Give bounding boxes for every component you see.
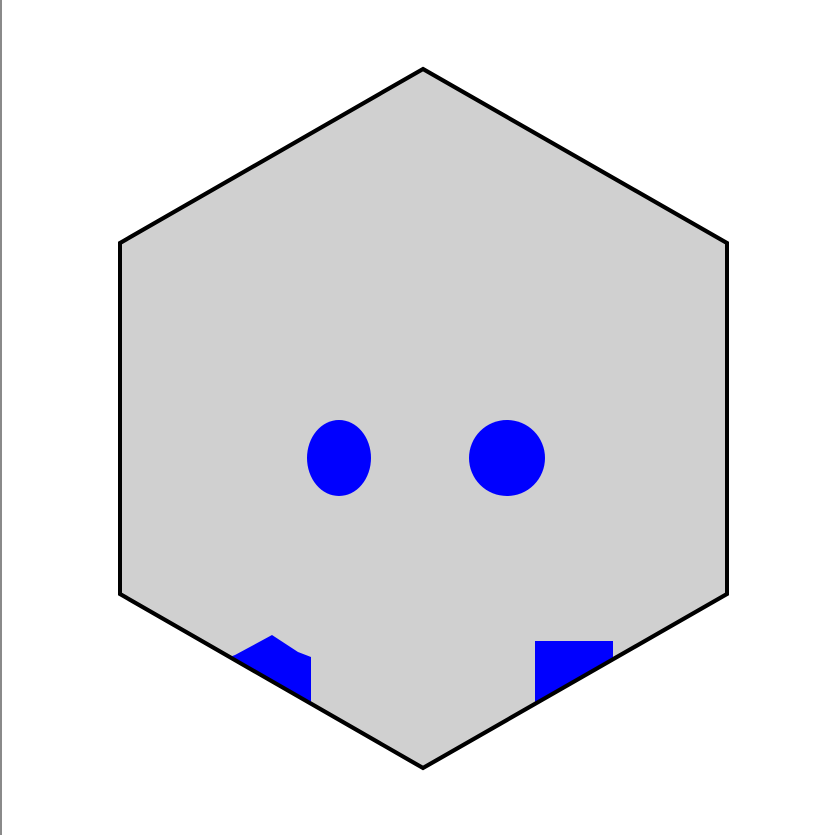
right-circle-piece[interactable] (469, 420, 545, 496)
hexagon-outline (118, 66, 729, 771)
right-bumper-piece[interactable] (535, 641, 613, 711)
left-oval-piece[interactable] (307, 420, 371, 496)
hexagon-arena (118, 66, 729, 771)
